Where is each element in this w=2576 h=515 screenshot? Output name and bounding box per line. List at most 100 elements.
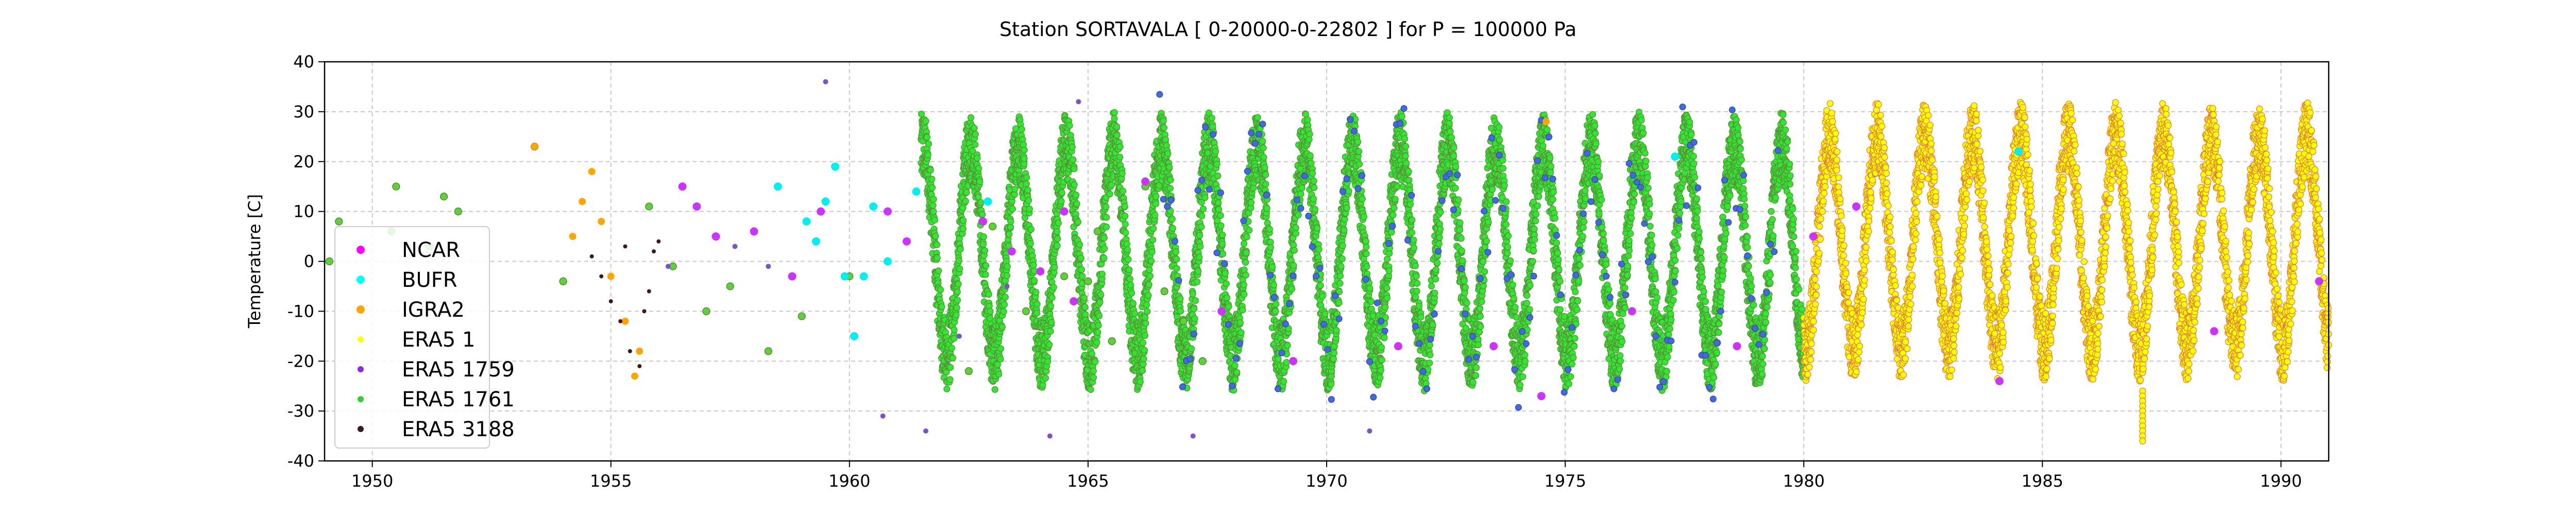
point-era5-1761 [1215, 199, 1222, 207]
point-era5-1761 [930, 196, 937, 203]
point-era5-1761 [1240, 240, 1248, 247]
point-era5-1761 [1150, 225, 1157, 232]
point-era5-1761 [1306, 130, 1313, 138]
chart-title: Station SORTAVALA [ 0-20000-0-22802 ] fo… [999, 18, 1577, 41]
point-era5-1761 [1388, 229, 1395, 236]
point-era5-1761 [1478, 298, 1485, 305]
point-era5-1761 [1580, 218, 1588, 226]
point-era5-1761 [1275, 355, 1282, 363]
point-era5-1761 [1051, 264, 1058, 271]
point-era5-1761 [979, 241, 987, 248]
point-era5-1761 [1094, 329, 1101, 336]
point-era5-1761 [1147, 258, 1155, 265]
point-era5-1761 [1153, 200, 1160, 208]
point-era5-1761 [1363, 250, 1370, 258]
point-era5-1761 [1119, 187, 1127, 195]
point-era5-1761 [1054, 242, 1061, 249]
point-era5-1761 [1475, 341, 1482, 349]
point-era5-1761 [1507, 257, 1514, 264]
point-era5-1761 [1519, 373, 1527, 381]
point-era5-1761 [1191, 315, 1198, 322]
point-era5-1761 [959, 225, 967, 232]
point-era5-1761 [1462, 284, 1469, 291]
point-era5-1761 [1092, 358, 1099, 366]
point-era5-1761 [1354, 138, 1362, 146]
point-era5-1761 [1333, 327, 1340, 334]
point-era5-1761 [1555, 256, 1562, 263]
point-era5-1761 [1145, 292, 1152, 299]
point-era5-1761 [1330, 355, 1337, 363]
point-era5-1761 [1260, 153, 1267, 161]
point-era5-1761 [1111, 109, 1118, 116]
point-era5-1761 [1510, 295, 1518, 302]
point-era5-1761 [1446, 114, 1453, 121]
point-era5-1761 [1108, 181, 1115, 188]
point-era5-1761 [1054, 235, 1061, 243]
point-era5-1761 [1523, 300, 1531, 307]
point-era5-1761 [1573, 306, 1581, 313]
point-era5-1761 [1309, 169, 1316, 177]
point-era5-1761 [980, 233, 987, 241]
point-era5-1761 [1055, 219, 1062, 227]
point-era5-1761 [967, 114, 975, 121]
point-era5-1761 [922, 117, 929, 125]
point-era5-1761 [1048, 294, 1056, 301]
point-era5-1761 [1461, 278, 1468, 285]
point-era5-1761 [1297, 190, 1304, 198]
point-era5-1761 [1103, 224, 1110, 231]
point-era5-1761 [1554, 249, 1562, 256]
point-era5-1761 [981, 247, 989, 254]
point-era5-1761 [1377, 367, 1384, 374]
point-era5-1761 [1459, 257, 1466, 264]
point-era5-1761 [1122, 229, 1129, 236]
point-era5-1761 [1131, 310, 1139, 317]
point-era5-1761 [1100, 234, 1108, 242]
point-era5-1761 [1046, 341, 1053, 348]
point-era5-1761 [1072, 191, 1080, 199]
point-era5-1761 [1241, 290, 1248, 298]
point-era5-1761 [1432, 266, 1439, 273]
point-era5-1761 [1215, 205, 1223, 213]
point-era5-1761 [1212, 148, 1219, 155]
point-era5-1761 [1432, 276, 1439, 283]
point-era5-1761 [1151, 212, 1159, 219]
point-era5-1761 [1577, 262, 1584, 269]
point-era5-1761 [943, 385, 951, 392]
point-era5-1761 [1405, 168, 1412, 175]
point-era5-1761 [1359, 195, 1366, 202]
point-era5-1761 [1219, 231, 1226, 238]
point-era5-1761 [927, 167, 934, 174]
point-era5-1761 [1118, 169, 1126, 177]
point-era5-1761 [924, 151, 931, 159]
point-era5-1761 [1489, 186, 1496, 193]
point-era5-1761 [1398, 113, 1405, 120]
point-era5-1761 [1054, 228, 1061, 235]
point-era5-1761 [947, 364, 954, 371]
point-era5-1761 [1314, 225, 1321, 232]
point-era5-1761 [1189, 290, 1196, 298]
point-era5-1761 [1415, 302, 1423, 310]
point-era5-1761 [1073, 200, 1080, 208]
point-era5-1761 [1145, 281, 1153, 288]
point-era5-1761 [1213, 161, 1221, 168]
point-era5-1761 [1461, 289, 1468, 297]
point-era5-1761 [937, 286, 944, 294]
point-era5-1761 [931, 216, 939, 224]
point-era5-1761 [1338, 255, 1346, 263]
point-era5-1761 [962, 198, 969, 205]
point-era5-1761 [1197, 243, 1204, 250]
point-era5-1761 [1437, 209, 1444, 216]
point-era5-1761 [1141, 332, 1148, 339]
point-era5-1761 [1496, 136, 1503, 144]
point-era5-1761 [1295, 211, 1302, 219]
point-era5-1761 [1556, 278, 1564, 285]
point-era5-1761 [1280, 377, 1287, 385]
point-era5-1761 [1208, 114, 1215, 122]
point-era5-1761 [957, 246, 964, 253]
point-era5-1761 [1575, 278, 1583, 285]
point-era5-1761 [1321, 311, 1329, 318]
point-era5-1761 [1382, 303, 1389, 311]
point-era5-1761 [1402, 160, 1410, 167]
point-era5-1761 [923, 134, 931, 141]
point-era5-1761 [1177, 295, 1184, 302]
